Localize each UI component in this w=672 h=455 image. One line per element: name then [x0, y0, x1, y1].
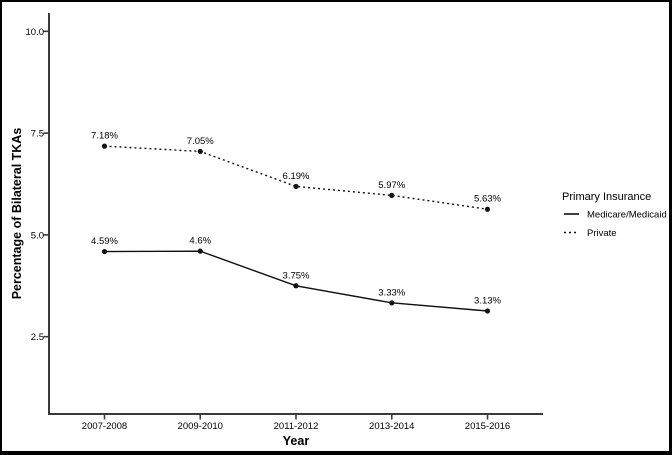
data-point-private-2013-2014	[389, 192, 395, 198]
data-point-medicare-medicaid-2007-2008	[101, 248, 108, 255]
data-point-label-medicare-medicaid-2015-2016: 3.13%	[474, 296, 501, 307]
y-tick-label-7-5: 7.5	[31, 129, 44, 140]
data-point-medicare-medicaid-2011-2012	[293, 283, 299, 289]
data-point-private-2007-2008	[101, 143, 108, 149]
legend-title: Primary Insurance	[562, 191, 651, 203]
x-tick-label-2009-2010: 2009-2010	[178, 421, 223, 432]
data-point-private-2011-2012	[293, 183, 299, 190]
x-tick-label-2011-2012: 2011-2012	[274, 421, 319, 432]
data-point-label-private-2007-2008: 7.18%	[91, 131, 118, 142]
x-tick-label-2015-2016: 2015-2016	[465, 421, 510, 432]
y-tick-label-5-0: 5.0	[31, 230, 44, 241]
data-point-private-2009-2010	[197, 148, 203, 155]
y-tick-label-10-0: 10.0	[26, 27, 45, 38]
data-point-medicare-medicaid-2013-2014	[389, 300, 395, 306]
y-tick-label-2-5: 2.5	[31, 332, 44, 343]
data-point-label-medicare-medicaid-2007-2008: 4.59%	[91, 236, 118, 247]
series-line-private	[104, 145, 488, 210]
data-point-label-private-2013-2014: 5.97%	[378, 180, 405, 191]
data-point-medicare-medicaid-2015-2016	[484, 308, 491, 314]
legend-entry-medicare-medicaid: Medicare/Medicaid	[587, 210, 667, 221]
legend-entry-private: Private	[587, 228, 617, 239]
series-private: 7.18% 7.05% 6.19% 5.97% 5.63%	[91, 131, 502, 212]
data-point-private-2015-2016	[484, 206, 491, 212]
series-medicare-medicaid: 4.59% 4.6% 3.75% 3.33% 3.13%	[91, 236, 502, 314]
y-axis-title: Percentage of Bilateral TKAs	[10, 128, 24, 300]
x-tick-label-2013-2014: 2013-2014	[369, 421, 414, 432]
x-axis-title: Year	[283, 434, 310, 448]
data-point-label-medicare-medicaid-2013-2014: 3.33%	[378, 287, 405, 298]
bilateral-tka-line-chart: 2.5 5.0 7.5 10.0 2007-2008 2009-2010 2011-2012…	[10, 13, 667, 448]
data-point-label-private-2009-2010: 7.05%	[187, 136, 214, 147]
data-point-label-private-2015-2016: 5.63%	[474, 194, 501, 205]
x-tick-label-2007-2008: 2007-2008	[82, 421, 127, 432]
legend: Primary Insurance Medicare/Medicaid Privat…	[562, 191, 667, 239]
data-point-label-medicare-medicaid-2011-2012: 3.75%	[283, 270, 310, 281]
data-point-medicare-medicaid-2009-2010	[197, 248, 203, 254]
data-point-label-medicare-medicaid-2009-2010: 4.6%	[189, 236, 211, 247]
data-point-label-private-2011-2012: 6.19%	[283, 171, 310, 182]
